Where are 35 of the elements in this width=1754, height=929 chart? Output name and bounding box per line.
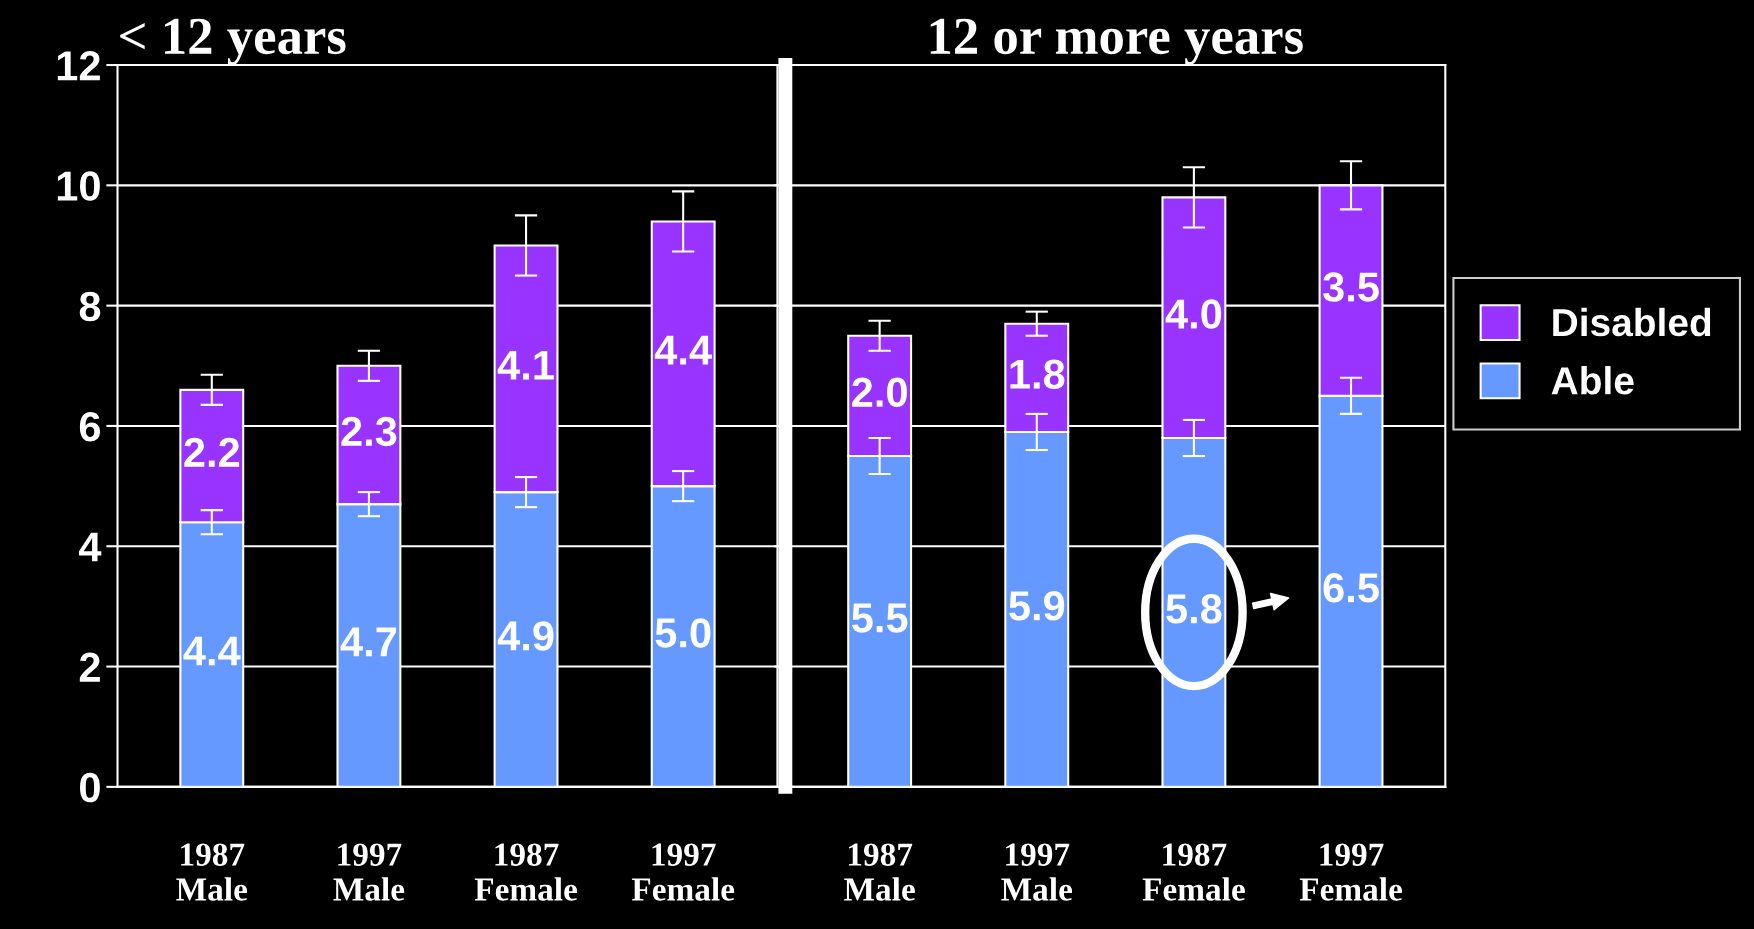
- data-label: 2.3: [341, 416, 397, 447]
- data-label: 2.0: [852, 377, 907, 408]
- x-tick-label: 1987 Male: [176, 843, 248, 901]
- y-tick-label: 10: [57, 171, 100, 201]
- legend-label: Able: [1551, 366, 1634, 395]
- y-tick-label: 12: [57, 51, 100, 81]
- x-tick-label: 1987 Female: [474, 843, 578, 901]
- x-tick-label: 1997 Female: [1299, 843, 1402, 901]
- chart-title: 12 or more years: [930, 18, 1303, 66]
- data-label: 4.4: [654, 335, 712, 365]
- y-tick-label: 8: [79, 291, 101, 322]
- data-label: 3.5: [1323, 272, 1379, 302]
- y-tick-label: 0: [80, 772, 100, 803]
- x-tick-label: 1997 Female: [631, 843, 735, 901]
- data-label: 6.5: [1323, 573, 1379, 603]
- chart-title: < 12 years: [120, 18, 346, 66]
- data-label: 5.9: [1009, 591, 1065, 621]
- data-label: 2.2: [184, 437, 240, 467]
- x-tick-label: 1987 Male: [844, 843, 915, 901]
- data-label: 5.0: [655, 618, 711, 648]
- data-label: 4.0: [1165, 299, 1222, 329]
- x-tick-label: 1997 Male: [1001, 843, 1072, 901]
- data-label: 5.8: [1166, 594, 1222, 624]
- data-label: 4.1: [497, 350, 554, 380]
- legend-label: Disabled: [1553, 307, 1711, 337]
- x-tick-label: 1997 Male: [333, 843, 405, 901]
- y-tick-label: 6: [79, 411, 101, 442]
- y-tick-label: 4: [79, 532, 102, 562]
- data-label: 4.7: [340, 627, 397, 657]
- y-tick-label: 2: [79, 652, 100, 682]
- data-label: 4.9: [497, 621, 554, 651]
- data-label: 1.8: [1010, 359, 1065, 390]
- data-label: 4.4: [183, 636, 241, 666]
- data-label: 5.5: [851, 603, 908, 633]
- x-tick-label: 1987 Female: [1142, 843, 1245, 901]
